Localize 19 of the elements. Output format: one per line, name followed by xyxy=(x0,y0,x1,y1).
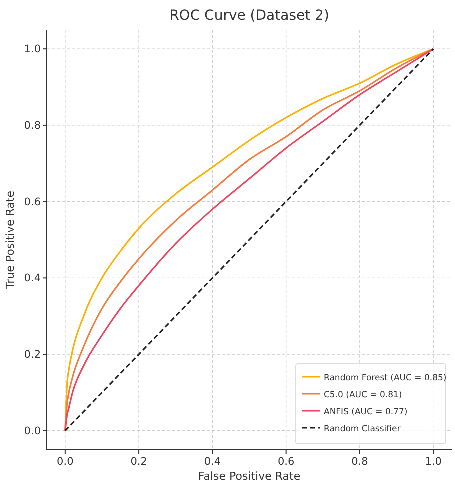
chart-title: ROC Curve (Dataset 2) xyxy=(170,8,330,24)
y-tick-label: 0.0 xyxy=(24,425,41,438)
x-tick-label: 0.0 xyxy=(57,456,74,468)
legend-label: Random Classifier xyxy=(324,424,402,434)
y-tick-label: 0.6 xyxy=(24,196,42,208)
x-tick-label: 1.0 xyxy=(425,456,442,468)
y-tick-label: 1.0 xyxy=(24,44,41,56)
y-axis-title: True Positive Rate xyxy=(4,190,17,290)
x-tick-label: 0.2 xyxy=(130,456,148,468)
y-tick-label: 0.2 xyxy=(24,349,41,362)
legend-label: C5.0 (AUC = 0.81) xyxy=(324,390,402,400)
x-tick-label: 0.6 xyxy=(278,456,295,468)
y-tick-label: 0.8 xyxy=(24,120,41,132)
x-axis-title: False Positive Rate xyxy=(198,470,301,483)
x-tick-label: 0.8 xyxy=(352,456,368,468)
legend-label: Random Forest (AUC = 0.85) xyxy=(324,374,447,384)
legend-label: ANFIS (AUC = 0.77) xyxy=(324,408,408,418)
y-tick-label: 0.4 xyxy=(24,272,42,285)
x-tick-label: 0.4 xyxy=(204,456,222,468)
